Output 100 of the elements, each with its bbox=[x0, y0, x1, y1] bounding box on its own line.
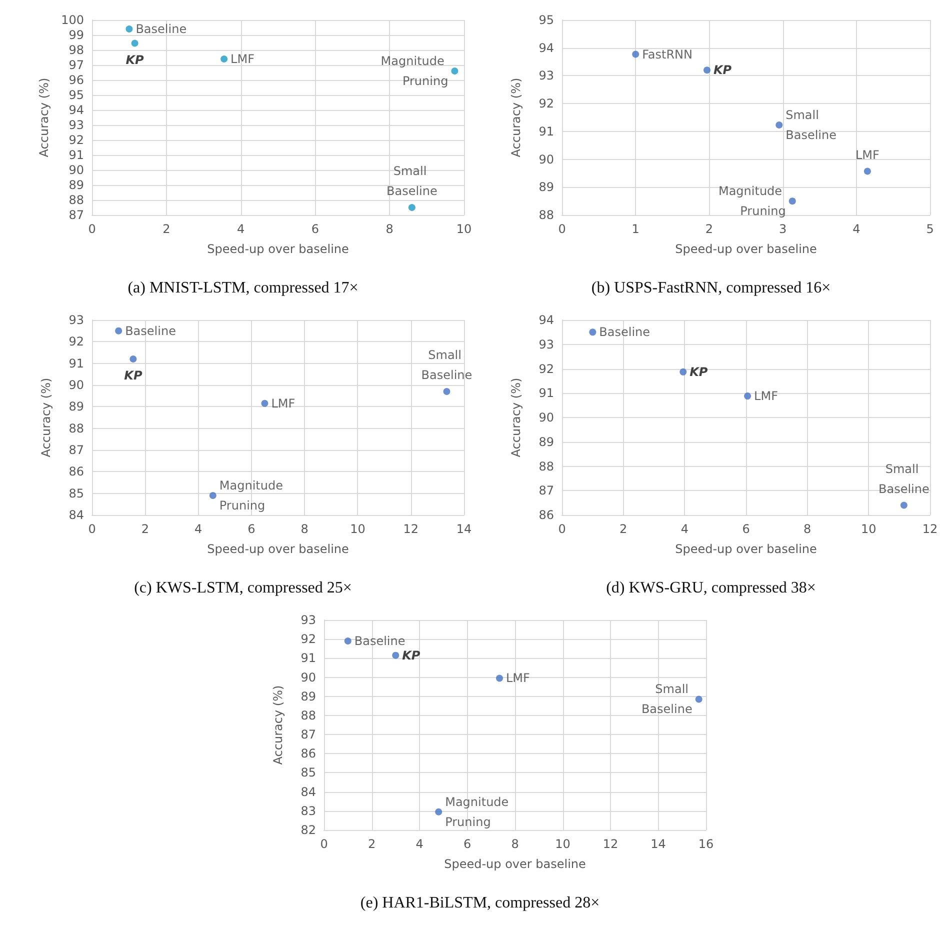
y-tick-label: 92 bbox=[68, 133, 84, 147]
y-axis-title: Accuracy (%) bbox=[37, 78, 52, 158]
y-tick-label: 93 bbox=[68, 313, 84, 327]
point bbox=[130, 356, 137, 362]
series-label: Small Baseline bbox=[641, 682, 692, 716]
x-tick-label: 12 bbox=[602, 837, 618, 851]
x-axis-title: Speed-up over baseline bbox=[675, 242, 817, 256]
y-tick-label: 90 bbox=[538, 410, 554, 424]
y-axis-title: Accuracy (%) bbox=[509, 378, 523, 458]
y-tick-label: 93 bbox=[68, 118, 84, 132]
x-tick-label: 8 bbox=[511, 837, 519, 851]
y-tick-label: 91 bbox=[68, 356, 84, 370]
x-tick-label: 6 bbox=[742, 522, 750, 536]
text: (c) KWS-LSTM, compressed 25× bbox=[134, 580, 352, 596]
point bbox=[900, 502, 908, 509]
point bbox=[704, 66, 710, 74]
x-tick-label: 16 bbox=[698, 837, 714, 851]
point bbox=[126, 26, 133, 32]
y-tick-label: 98 bbox=[68, 43, 84, 57]
x-tick-label: 4 bbox=[194, 522, 202, 536]
x-tick-label: 2 bbox=[620, 522, 628, 536]
y-tick-label: 84 bbox=[300, 784, 316, 799]
y-tick-label: 85 bbox=[300, 766, 316, 780]
x-tick-label: 0 bbox=[88, 222, 96, 236]
series-label: FastRNN bbox=[642, 47, 693, 62]
series-label: Small Baseline bbox=[878, 462, 930, 496]
y-tick-label: 90 bbox=[68, 378, 84, 392]
y-tick-label: 100 bbox=[61, 13, 84, 27]
y-tick-label: 83 bbox=[300, 804, 316, 818]
y-tick-label: 91 bbox=[538, 386, 554, 400]
series-label: LMF bbox=[506, 671, 530, 686]
y-tick-label: 86 bbox=[68, 464, 84, 479]
series-label: Baseline bbox=[354, 634, 406, 648]
y-axis-title: Accuracy (%) bbox=[271, 685, 285, 765]
point bbox=[220, 56, 228, 62]
y-tick-label: 88 bbox=[538, 459, 554, 474]
y-tick-label: 89 bbox=[538, 434, 554, 449]
y-tick-label: 92 bbox=[300, 632, 316, 646]
x-tick-label: 10 bbox=[555, 837, 570, 851]
y-tick-label: 87 bbox=[300, 728, 316, 742]
x-tick-label: 5 bbox=[926, 222, 934, 236]
point bbox=[776, 122, 783, 129]
y-tick-label: 95 bbox=[538, 13, 554, 27]
x-tick-label: 8 bbox=[300, 522, 308, 536]
y-tick-label: 94 bbox=[538, 40, 554, 55]
series-label: Baseline bbox=[599, 325, 650, 340]
series-label: LMF bbox=[271, 396, 296, 410]
text: (e) HAR1-BiLSTM, compressed 28× bbox=[360, 894, 600, 912]
point bbox=[209, 492, 216, 499]
point bbox=[451, 68, 458, 74]
y-axis-title: Accuracy (%) bbox=[39, 378, 53, 458]
text: (a) MNIST-LSTM, compressed 17× bbox=[128, 280, 358, 296]
y-tick-label: 89 bbox=[68, 400, 84, 414]
point bbox=[496, 674, 503, 682]
x-tick-label: 8 bbox=[386, 222, 394, 236]
y-tick-label: 88 bbox=[538, 208, 554, 222]
y-tick-label: 89 bbox=[300, 689, 316, 704]
series-label: KP bbox=[124, 368, 142, 382]
y-tick-label: 91 bbox=[538, 124, 554, 138]
x-tick-label: 2 bbox=[141, 522, 149, 536]
y-tick-label: 97 bbox=[68, 58, 84, 72]
point bbox=[443, 388, 450, 395]
y-tick-label: 99 bbox=[68, 28, 84, 42]
y-tick-label: 94 bbox=[538, 313, 554, 327]
x-tick-label: 4 bbox=[416, 837, 424, 851]
y-tick-label: 87 bbox=[538, 484, 554, 498]
series-label: Small Baseline bbox=[421, 348, 472, 382]
series-label: Magnitude Pruning bbox=[219, 478, 287, 512]
x-tick-label: 2 bbox=[368, 837, 376, 851]
x-tick-label: 10 bbox=[861, 522, 876, 536]
series-label: Magnitude Pruning bbox=[445, 794, 512, 829]
point bbox=[695, 696, 702, 703]
x-tick-label: 4 bbox=[236, 222, 245, 236]
y-tick-label: 90 bbox=[300, 670, 316, 684]
x-tick-label: 4 bbox=[680, 522, 688, 536]
x-tick-label: 0 bbox=[558, 222, 566, 236]
y-tick-label: 88 bbox=[300, 708, 316, 722]
y-tick-label: 82 bbox=[300, 823, 316, 837]
y-tick-label: 90 bbox=[68, 163, 84, 177]
point bbox=[589, 328, 596, 336]
y-tick-label: 89 bbox=[68, 178, 84, 192]
point bbox=[408, 204, 416, 211]
y-tick-label: 86 bbox=[538, 508, 554, 522]
x-tick-label: 12 bbox=[922, 522, 938, 536]
y-tick-label: 93 bbox=[300, 613, 316, 627]
y-tick-label: 94 bbox=[68, 103, 84, 117]
series-label: LMF bbox=[230, 52, 255, 66]
series-label: LMF bbox=[855, 148, 880, 162]
x-axis-title: Speed-up over baseline bbox=[444, 857, 586, 871]
y-tick-label: 85 bbox=[68, 486, 84, 500]
x-tick-label: 14 bbox=[456, 522, 472, 536]
y-tick-label: 88 bbox=[68, 193, 84, 207]
text: (d) KWS-GRU, compressed 38× bbox=[606, 580, 816, 596]
point bbox=[680, 368, 687, 376]
x-axis-title: Speed-up over baseline bbox=[675, 542, 817, 556]
x-tick-label: 0 bbox=[558, 522, 566, 536]
series-label: Small Baseline bbox=[386, 164, 438, 198]
point bbox=[788, 198, 796, 205]
series-label: Small Baseline bbox=[786, 108, 837, 142]
y-tick-label: 91 bbox=[68, 148, 84, 162]
